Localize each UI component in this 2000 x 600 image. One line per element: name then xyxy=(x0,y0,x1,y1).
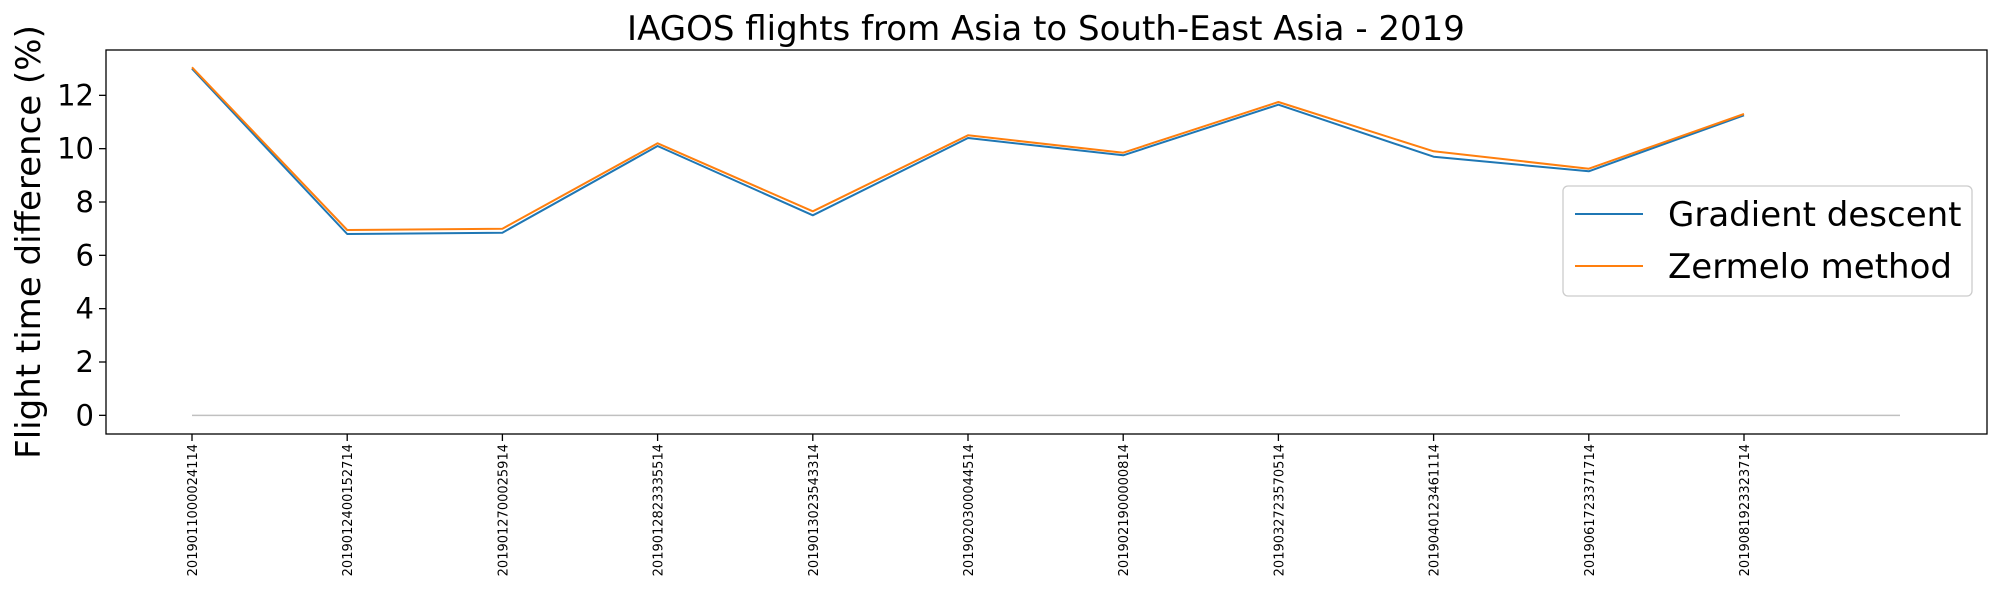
x-tick-label: 2019061723371714 xyxy=(1583,444,1598,576)
legend: Gradient descent Zermelo method xyxy=(1562,185,1973,297)
x-tick-label: 2019020300044514 xyxy=(962,444,977,576)
x-tick-label: 2019021900000814 xyxy=(1117,444,1132,576)
y-tick-label: 2 xyxy=(76,345,94,379)
y-tick-label: 0 xyxy=(76,398,94,432)
x-tick-label: 2019013023543314 xyxy=(807,444,822,576)
y-tick-label: 10 xyxy=(57,132,94,166)
y-tick-label: 4 xyxy=(76,292,94,326)
plot-frame xyxy=(105,49,1988,435)
x-tick-label: 2019081923323714 xyxy=(1738,444,1753,576)
series-line-0 xyxy=(191,68,1745,235)
series-line-1 xyxy=(191,66,1745,231)
legend-label-0: Gradient descent xyxy=(1668,195,1962,235)
x-tick-label: 2019012823335514 xyxy=(652,444,667,576)
y-tick-label: 6 xyxy=(76,238,94,272)
y-axis-label: Flight time difference (%) xyxy=(9,25,49,459)
x-tick-label: 2019012700025914 xyxy=(496,444,511,576)
x-tick-label: 2019011000024114 xyxy=(186,444,201,576)
plot-area: 0 2 4 6 8 10 12 2019011000024114 201901240015271… xyxy=(57,66,1900,576)
chart-title: IAGOS flights from Asia to South-East As… xyxy=(627,9,1465,49)
x-tick-label: 2019012400152714 xyxy=(341,444,356,576)
x-tick-label: 2019032723570514 xyxy=(1272,444,1287,576)
y-tick-label: 12 xyxy=(57,78,94,112)
legend-box xyxy=(1562,185,1973,297)
y-tick-label: 8 xyxy=(76,185,94,219)
x-tick-label: 2019040123461114 xyxy=(1428,444,1443,576)
legend-label-1: Zermelo method xyxy=(1668,247,1952,287)
